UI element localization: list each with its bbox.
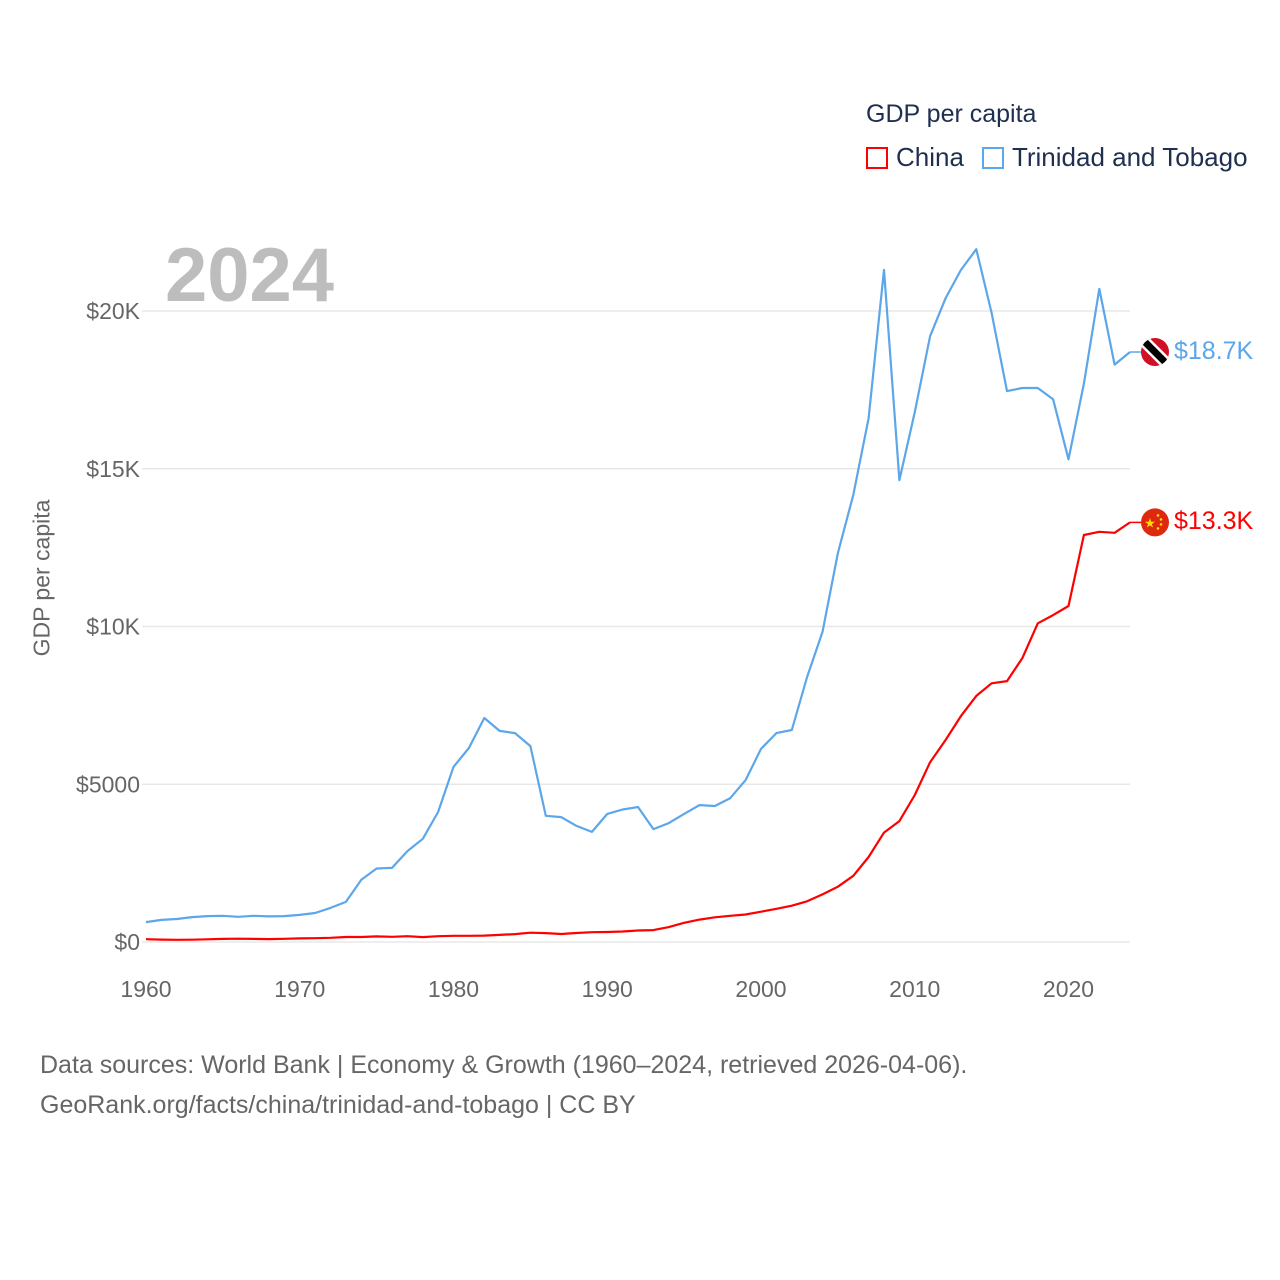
x-tick-label: 2010 xyxy=(889,976,940,1002)
legend: China Trinidad and Tobago xyxy=(866,142,1266,173)
legend-label-trinidad: Trinidad and Tobago xyxy=(1011,142,1248,172)
x-tick-label: 1990 xyxy=(582,976,633,1002)
x-tick-label: 2020 xyxy=(1043,976,1094,1002)
legend-swatch-china xyxy=(866,146,888,169)
flag-star-icon: ★ xyxy=(1144,515,1156,530)
y-tick-label: $10K xyxy=(86,614,140,640)
flag-star-icon xyxy=(1159,518,1163,521)
flag-star-icon xyxy=(1159,523,1163,526)
y-tick-label: $15K xyxy=(86,456,140,482)
flag-star-icon xyxy=(1156,527,1160,530)
y-tick-label: $5000 xyxy=(76,771,140,797)
legend-swatch-trinidad xyxy=(981,146,1004,169)
legend-item-trinidad[interactable]: Trinidad and Tobago xyxy=(981,142,1248,173)
source-line-1: Data sources: World Bank | Economy & Gro… xyxy=(40,1051,968,1079)
china-flag-icon xyxy=(1141,508,1169,537)
series-line-china xyxy=(145,521,1131,941)
current-year-label: 2024 xyxy=(165,233,335,318)
end-label-china: $13.3K xyxy=(1174,507,1254,536)
x-tick-label: 1980 xyxy=(428,976,479,1002)
x-tick-label: 1960 xyxy=(120,976,171,1002)
legend-label-china: China xyxy=(896,142,964,172)
end-label-trinidad: $18.7K xyxy=(1174,337,1254,365)
legend-item-china[interactable]: China xyxy=(866,142,964,173)
legend-title: GDP per capita xyxy=(866,100,1037,128)
series-line-trinidad xyxy=(145,248,1131,924)
x-tick-label: 2000 xyxy=(735,976,786,1002)
data-source: Data sources: World Bank | Economy & Gro… xyxy=(40,1045,967,1125)
x-tick-label: 1970 xyxy=(274,976,325,1002)
y-tick-label: $0 xyxy=(114,929,140,955)
flag-star-icon xyxy=(1156,514,1160,517)
source-line-2[interactable]: GeoRank.org/facts/china/trinidad-and-tob… xyxy=(40,1091,636,1119)
y-tick-label: $20K xyxy=(86,298,140,324)
